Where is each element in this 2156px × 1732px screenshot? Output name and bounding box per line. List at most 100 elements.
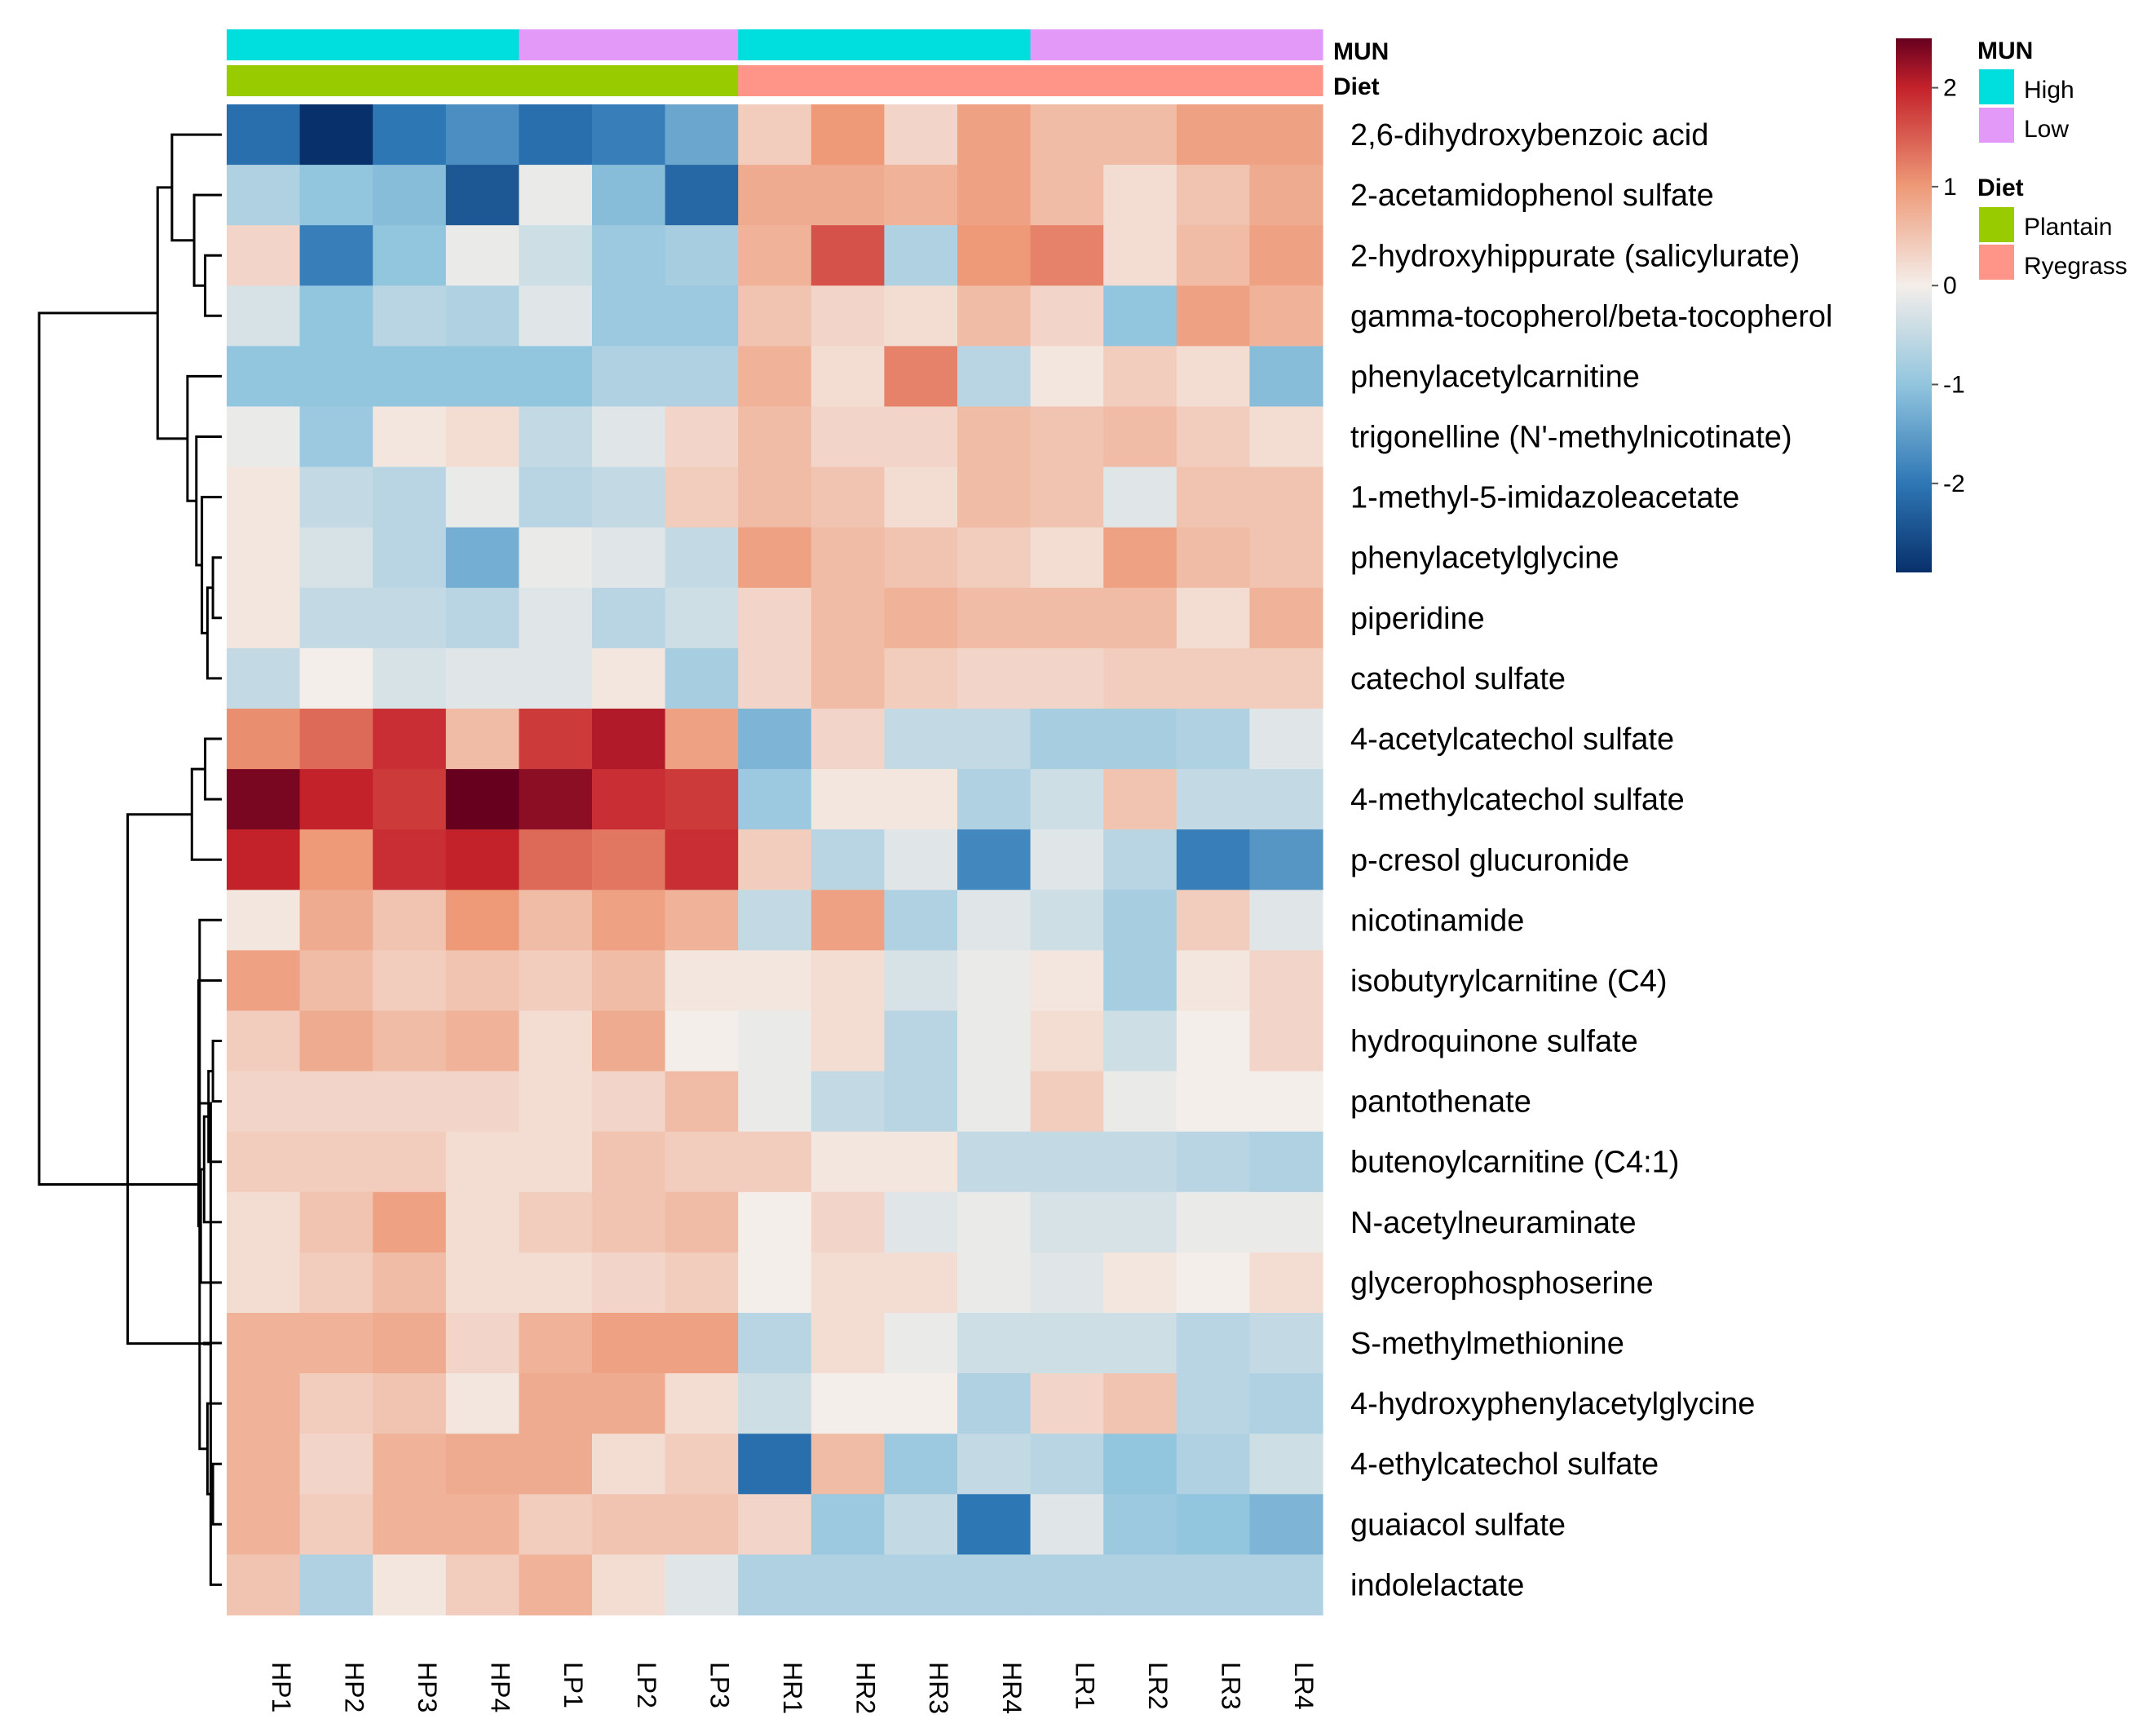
heatmap-cell <box>373 1010 447 1072</box>
heatmap-cell <box>738 225 812 286</box>
heatmap-cell <box>445 1373 519 1434</box>
heatmap-cell <box>1103 527 1177 589</box>
annotation-mun-cell <box>1176 29 1250 60</box>
color-scale-ticks: 2 1 0 -1 -2 <box>1932 75 1965 497</box>
heatmap-cell <box>519 709 593 770</box>
legend-swatch-plantain <box>1979 207 2014 242</box>
heatmap-cell <box>592 950 666 1012</box>
heatmap-cell <box>227 406 301 468</box>
heatmap-cell <box>445 1252 519 1314</box>
heatmap-cell <box>299 406 373 468</box>
heatmap-cell <box>373 1071 447 1133</box>
heatmap-cell <box>811 950 885 1012</box>
heatmap-cell <box>519 1373 593 1434</box>
heatmap-cell <box>445 466 519 528</box>
heatmap-cell <box>373 890 447 951</box>
heatmap-cell <box>738 890 812 951</box>
heatmap-cell <box>445 950 519 1012</box>
heatmap-cell <box>592 225 666 286</box>
heatmap-cell <box>1103 1071 1177 1133</box>
column-label-hr4: HR4 <box>997 1662 1027 1714</box>
heatmap-cell <box>373 285 447 347</box>
heatmap-cell <box>1249 406 1323 468</box>
heatmap-cell <box>519 769 593 830</box>
row-label-p-cresol-glucuronide: p-cresol glucuronide <box>1350 843 1629 877</box>
color-scale-tick-label: -1 <box>1943 372 1965 399</box>
heatmap-cell <box>1249 950 1323 1012</box>
heatmap-cell <box>665 1071 739 1133</box>
heatmap-cell <box>1176 769 1250 830</box>
heatmap-cell <box>519 950 593 1012</box>
heatmap-cell <box>884 346 958 408</box>
row-label-glycerophosphoserine: glycerophosphoserine <box>1350 1266 1654 1301</box>
heatmap-cell <box>519 1554 593 1616</box>
heatmap-cell <box>884 829 958 890</box>
legend-label-high: High <box>2024 77 2074 104</box>
heatmap-cell <box>884 466 958 528</box>
heatmap-cell <box>1249 709 1323 770</box>
heatmap-cell <box>957 1554 1032 1616</box>
heatmap-cell <box>1103 225 1177 286</box>
heatmap-cell <box>811 1373 885 1434</box>
legend-label-low: Low <box>2024 116 2069 143</box>
heatmap-cell <box>665 1434 739 1495</box>
color-scale-legend: 2 1 0 -1 -2 <box>1896 38 1965 572</box>
heatmap-cell <box>519 587 593 649</box>
heatmap-cell <box>373 1252 447 1314</box>
annotation-mun-cell <box>738 29 812 60</box>
heatmap-cell <box>227 950 301 1012</box>
heatmap-cell <box>227 1313 301 1374</box>
column-labels: HP1 HP2 HP3 HP4 LP1 LP2 LP3 HR1 HR2 HR3 HR4 LR1 LR2 L… <box>267 1662 1319 1714</box>
heatmap-cell <box>957 1071 1032 1133</box>
heatmap-cell <box>519 890 593 951</box>
heatmap-cell <box>1249 285 1323 347</box>
annotation-label-mun: MUN <box>1333 38 1389 65</box>
column-label-lp1: LP1 <box>559 1662 588 1708</box>
heatmap-cell <box>592 285 666 347</box>
heatmap-cell <box>811 104 885 166</box>
annotation-diet-cell <box>884 65 958 96</box>
heatmap-cell <box>519 104 593 166</box>
annotation-diet-cell <box>373 65 447 96</box>
heatmap-cell <box>592 1252 666 1314</box>
heatmap-cell <box>1030 769 1104 830</box>
heatmap-cell <box>665 950 739 1012</box>
heatmap-cell <box>1249 346 1323 408</box>
heatmap-cell <box>1249 829 1323 890</box>
heatmap-cell <box>592 890 666 951</box>
heatmap-cell <box>299 769 373 830</box>
heatmap-cell <box>1030 466 1104 528</box>
column-label-lp3: LP3 <box>705 1662 734 1708</box>
heatmap-cell <box>1030 104 1104 166</box>
heatmap-cell <box>665 1313 739 1374</box>
heatmap-cell <box>1176 225 1250 286</box>
heatmap-cell <box>884 1191 958 1253</box>
heatmap-cell <box>1176 709 1250 770</box>
heatmap-cell <box>811 1252 885 1314</box>
heatmap-cell <box>227 769 301 830</box>
heatmap-cell <box>738 527 812 589</box>
annotation-mun-cell <box>665 29 739 60</box>
annotation-diet-cell <box>1249 65 1323 96</box>
heatmap-cell <box>665 1252 739 1314</box>
annotation-mun-cell <box>592 29 666 60</box>
heatmap-cell <box>1030 527 1104 589</box>
heatmap-cell <box>957 285 1032 347</box>
heatmap-cell <box>1176 165 1250 226</box>
heatmap-cell <box>1176 890 1250 951</box>
heatmap-cell <box>519 225 593 286</box>
row-label-4-ethylcatechol-sulfate: 4-ethylcatechol sulfate <box>1350 1447 1659 1482</box>
annotation-mun-cell <box>445 29 519 60</box>
heatmap-cell <box>957 1191 1032 1253</box>
heatmap-cell <box>445 829 519 890</box>
heatmap-cell <box>957 1131 1032 1193</box>
heatmap-cell <box>373 104 447 166</box>
annotation-diet-cell <box>957 65 1032 96</box>
heatmap-cell <box>884 285 958 347</box>
dendrogram-branch <box>211 556 222 620</box>
heatmap-cell <box>811 1313 885 1374</box>
column-label-hp1: HP1 <box>267 1662 296 1712</box>
heatmap-cell <box>811 1071 885 1133</box>
heatmap-cell <box>592 1010 666 1072</box>
heatmap-cell <box>1030 1434 1104 1495</box>
